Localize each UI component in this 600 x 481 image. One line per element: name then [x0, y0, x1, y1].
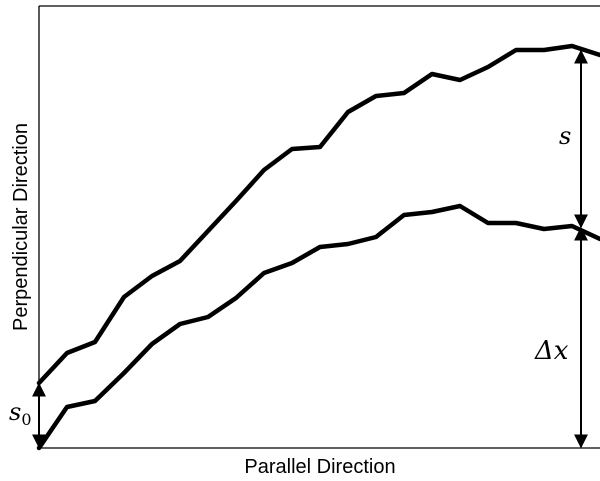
s-label: s	[559, 122, 571, 150]
s0-label-main: s	[9, 398, 21, 426]
axes-frame	[38, 5, 600, 449]
x-axis-label: Parallel Direction	[244, 456, 395, 478]
s0-label-subscript: 0	[21, 410, 31, 429]
upper-curve	[36, 43, 600, 386]
delta-x-label: Δx	[534, 336, 569, 366]
lower-curve	[36, 203, 600, 451]
s0-label: s0	[9, 398, 32, 429]
y-axis-label: Perpendicular Direction	[10, 123, 32, 331]
